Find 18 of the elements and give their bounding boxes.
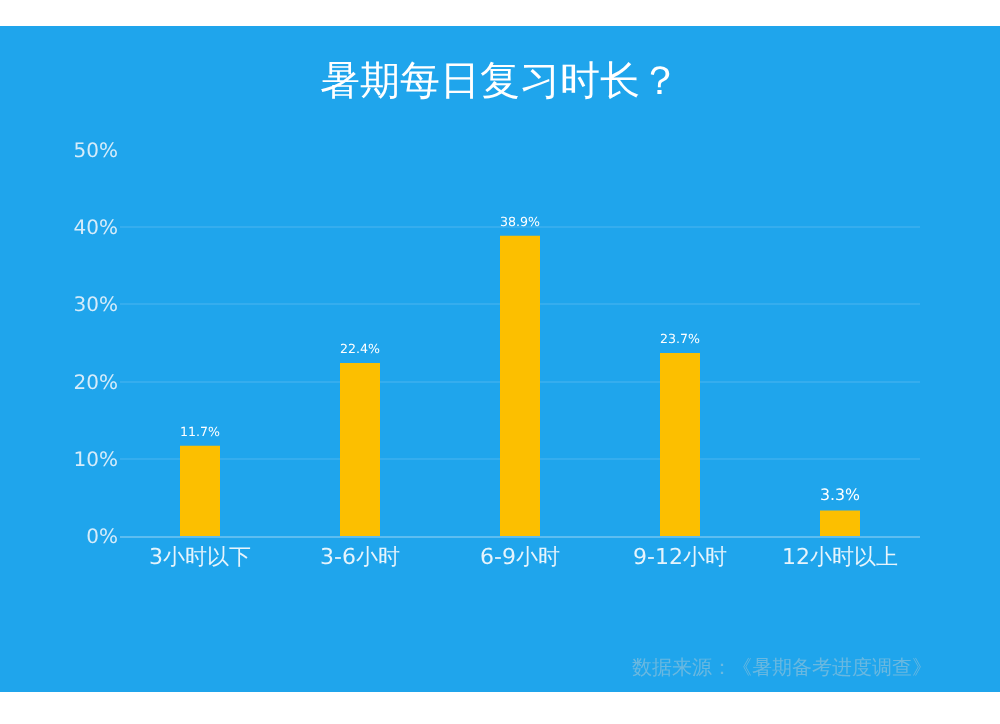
chart-title: 暑期每日复习时长？: [320, 55, 680, 104]
y-tick-label: 10%: [73, 449, 118, 472]
y-tick-label: 30%: [73, 295, 118, 318]
bar: [660, 353, 700, 536]
bar: [500, 235, 540, 536]
y-tick-label: 0%: [86, 527, 118, 549]
x-tick-label: 6-9小时: [480, 544, 560, 571]
y-tick-label: 20%: [73, 372, 118, 395]
bar: [180, 445, 220, 536]
y-tick-label: 50%: [73, 141, 118, 163]
x-tick-label: 9-12小时: [633, 544, 727, 571]
source-note: 数据来源：《暑期备考进度调查》: [632, 656, 932, 680]
x-tick-label: 3-6小时: [320, 544, 400, 571]
y-tick-label: 40%: [73, 218, 118, 241]
x-tick-label: 3小时以下: [149, 544, 251, 571]
x-tick-label: 12小时以上: [782, 544, 898, 571]
bar: [820, 510, 860, 536]
bar: [340, 363, 380, 536]
